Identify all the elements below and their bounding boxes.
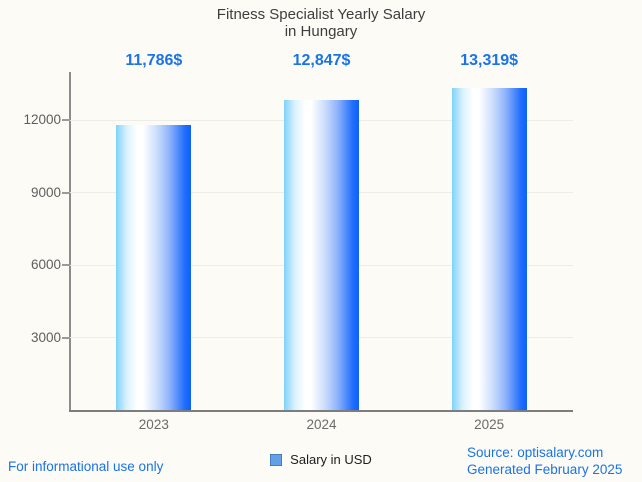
x-tick-label: 2023 (138, 417, 169, 432)
value-label: 13,319$ (460, 52, 519, 69)
generated-text: Generated February 2025 (467, 461, 623, 477)
legend: Salary in USD (0, 452, 642, 467)
legend-label: Salary in USD (290, 452, 372, 467)
y-tick-mark (62, 336, 70, 339)
y-tick-label: 6000 (30, 257, 61, 273)
legend-swatch-icon (270, 453, 283, 466)
value-label: 12,847$ (292, 52, 351, 69)
x-axis-line (69, 410, 573, 412)
disclaimer-text: For informational use only (8, 459, 164, 474)
bar-2023[interactable] (116, 125, 192, 410)
source-link[interactable]: Source: optisalary.com (467, 445, 604, 460)
value-label: 11,786$ (125, 52, 183, 69)
y-tick-label: 3000 (30, 329, 61, 345)
y-axis-line (69, 72, 71, 412)
y-tick-label: 12000 (23, 112, 61, 128)
y-tick-label: 9000 (30, 184, 61, 200)
y-tick-mark (62, 264, 70, 267)
bar-2025[interactable] (451, 88, 527, 410)
x-tick-label: 2025 (474, 417, 505, 432)
y-tick-mark (62, 119, 70, 122)
chart-title-line1: Fitness Specialist Yearly Salary (216, 6, 426, 23)
chart-title-line2: in Hungary (284, 23, 358, 40)
x-tick-label: 2024 (306, 417, 337, 432)
chart-title: Fitness Specialist Yearly Salary in Hung… (0, 6, 642, 40)
y-tick-mark (62, 191, 70, 194)
bar-2024[interactable] (284, 99, 359, 410)
source-block: Source: optisalary.com Generated Februar… (467, 445, 622, 478)
